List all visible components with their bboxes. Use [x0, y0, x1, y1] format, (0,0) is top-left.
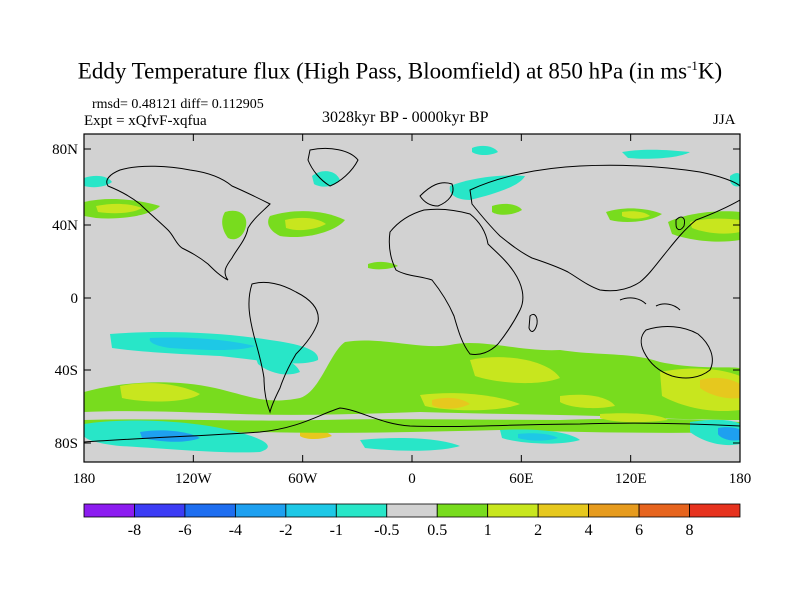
contour-positive-north-america: [222, 210, 247, 240]
lon-label: 180: [729, 471, 752, 487]
contour-positive-tropical-atlantic: [368, 261, 398, 270]
contour-positive-north-atlantic-core: [285, 217, 326, 231]
colorbar-box: [487, 503, 539, 518]
colorbar-box: [134, 503, 186, 518]
contour-negative-south-pacific-core: [149, 337, 255, 350]
colorbar-box: [537, 503, 590, 518]
coastline-north-america: [106, 165, 271, 281]
coastline-asia: [469, 164, 740, 292]
chart-title: Eddy Temperature flux (High Pass, Bloomf…: [77, 58, 723, 84]
lon-label: 120E: [615, 471, 647, 487]
stats-line: rmsd= 0.48121 diff= 0.112905: [92, 97, 264, 112]
lat-label: 80N: [52, 142, 78, 158]
lat-label: 40S: [55, 363, 78, 379]
coastline-south-america: [248, 281, 319, 414]
contour-negative-arctic: [449, 175, 525, 200]
coastline-scandinavia: [419, 182, 454, 207]
colorbar-label: -8: [128, 522, 141, 539]
colorbar-box: [638, 503, 690, 518]
season-label: JJA: [713, 112, 736, 128]
coastline-madagascar: [528, 313, 538, 332]
coastline-australia: [640, 326, 713, 379]
lon-label: 120W: [175, 471, 213, 487]
coastline-layer: [84, 147, 740, 443]
colorbar-label: 8: [686, 522, 694, 539]
contour-positive-southern-patch: [120, 383, 200, 402]
contour-negative-arctic: [312, 171, 340, 187]
contour-negative-arctic: [622, 149, 690, 159]
colorbar-label: 1: [484, 522, 492, 539]
lat-label: 80S: [55, 436, 78, 452]
colorbar-label: 2: [534, 522, 542, 539]
colorbar-label: -1: [330, 522, 343, 539]
contour-negative-antarctic-core: [518, 433, 558, 441]
lat-label: 0: [71, 291, 79, 307]
coastline-japan: [675, 216, 685, 231]
contour-negative-arctic: [472, 145, 498, 155]
lon-label: 60W: [288, 471, 318, 487]
contour-positive-north-pacific-east-core: [690, 218, 740, 234]
lon-label: 60E: [509, 471, 533, 487]
colorbar-label: 0.5: [427, 522, 447, 539]
colorbar-box: [588, 503, 640, 518]
coastline-islands: [619, 297, 681, 311]
contour-negative-antarctic-core: [718, 427, 740, 441]
contour-positive-north-pacific: [96, 203, 142, 214]
contour-negative-south-pacific-tail: [255, 355, 300, 375]
contour-negative-antarctic-core: [140, 430, 200, 442]
contour-positive-europe: [492, 203, 522, 215]
colorbar-box: [184, 503, 236, 518]
axis-layer: 80N 40N 0 40S 80S 180 120W 60W 0 60E 120E 180: [52, 134, 751, 487]
coastline-antarctica: [84, 407, 740, 443]
colorbar-box: [285, 503, 337, 518]
contour-positive-strong-patch: [432, 397, 470, 409]
period-label: 3028kyr BP - 0000kyr BP: [322, 109, 489, 126]
colorbar-box: [83, 503, 135, 518]
contour-negative-arctic: [84, 175, 112, 188]
contour-positive-southern-patch: [560, 394, 615, 409]
contour-positive-east-asia-core: [622, 211, 650, 219]
lon-label: 180: [73, 471, 96, 487]
colorbar-box: [436, 503, 489, 518]
colorbar-label: 6: [635, 522, 643, 539]
lat-label: 40N: [52, 218, 78, 234]
colorbar-box: [689, 503, 741, 518]
colorbar-box: [386, 503, 438, 518]
colorbar-label: -0.5: [374, 522, 399, 539]
colorbar-box: [234, 503, 287, 518]
colorbar-box: [335, 503, 388, 518]
experiment-label: Expt = xQfvF-xqfua: [84, 113, 207, 129]
contour-positive-southern-patch: [470, 357, 560, 384]
coastline-africa-europe: [388, 208, 524, 355]
contour-positive-strong-patch: [700, 377, 740, 399]
colorbar-label: -2: [279, 522, 292, 539]
colorbar-label: -6: [178, 522, 191, 539]
contour-positive-antarctic-patch: [600, 413, 668, 423]
colorbar-label: 4: [585, 522, 593, 539]
coastline-greenland: [307, 147, 359, 187]
contour-negative-antarctic: [360, 438, 460, 451]
lon-label: 0: [408, 471, 416, 487]
contour-negative-arctic: [730, 173, 740, 187]
colorbar-label: -4: [229, 522, 242, 539]
colorbar: -8 -6 -4 -2 -1 -0.5 0.5 1 2 4 6 8: [83, 503, 741, 539]
